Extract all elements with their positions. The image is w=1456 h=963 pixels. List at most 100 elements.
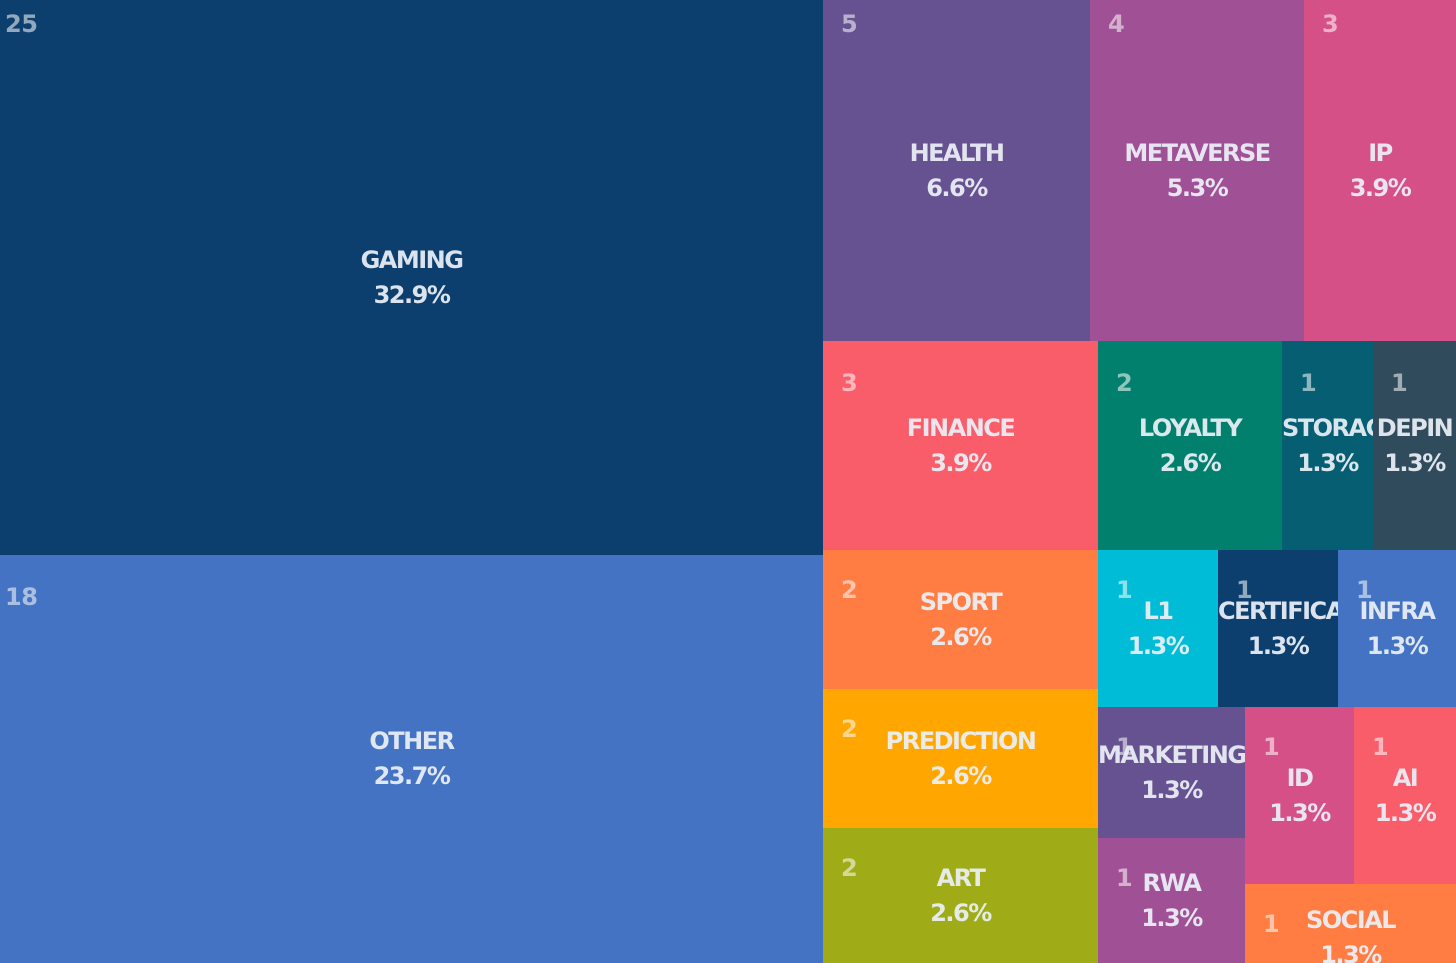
- tile-name: HEALTH: [909, 138, 1005, 167]
- tile-art: 2 ART 2.6%: [823, 828, 1098, 963]
- tile-name: LOYALTY: [1138, 413, 1243, 442]
- tile-name: ID: [1286, 763, 1314, 792]
- tile-name: STORAGE: [1282, 413, 1373, 442]
- tile-percent: 3.9%: [930, 448, 992, 477]
- tile-label: CERTIFICATION 1.3%: [1218, 594, 1338, 664]
- tile-name: ART: [936, 863, 986, 892]
- tile-percent: 2.6%: [930, 898, 992, 927]
- tile-marketing: 1 MARKETING 1.3%: [1098, 707, 1245, 838]
- tile-percent: 1.3%: [1269, 798, 1331, 827]
- tile-count: 2: [1116, 369, 1133, 397]
- tile-percent: 23.7%: [373, 762, 451, 790]
- tile-count: 3: [1322, 10, 1339, 38]
- tile-count: 2: [841, 576, 858, 604]
- tile-percent: 3.9%: [1349, 173, 1412, 202]
- tile-label: LOYALTY 2.6%: [1098, 411, 1282, 481]
- tile-prediction: 2 PREDICTION 2.6%: [823, 689, 1098, 828]
- tile-percent: 2.6%: [1159, 448, 1222, 477]
- tile-label: SOCIAL 1.3%: [1245, 903, 1456, 963]
- tile-label: MARKETING 1.3%: [1098, 738, 1245, 808]
- tile-label: RWA 1.3%: [1098, 866, 1245, 936]
- tile-ip: 3 IP 3.9%: [1304, 0, 1456, 341]
- tile-name: RWA: [1142, 868, 1202, 897]
- tile-percent: 2.6%: [930, 622, 992, 651]
- tile-metaverse: 4 METAVERSE 5.3%: [1090, 0, 1304, 341]
- tile-depin: 1 DEPIN 1.3%: [1373, 341, 1456, 550]
- tile-count: 25: [5, 10, 38, 38]
- tile-label: FINANCE 3.9%: [823, 411, 1098, 481]
- tile-count: 1: [1116, 864, 1133, 892]
- tile-count: 1: [1263, 733, 1280, 761]
- tile-name: SOCIAL: [1305, 905, 1397, 934]
- tile-percent: 1.3%: [1384, 448, 1446, 477]
- tile-name: GAMING: [360, 245, 464, 274]
- tile-label: STORAGE 1.3%: [1282, 411, 1373, 481]
- tile-social: 1 SOCIAL 1.3%: [1245, 884, 1456, 963]
- tile-count: 2: [841, 715, 858, 743]
- tile-label: L1 1.3%: [1098, 594, 1218, 664]
- tile-percent: 6.6%: [926, 173, 988, 202]
- tile-percent: 1.3%: [1141, 775, 1203, 804]
- tile-label: INFRA 1.3%: [1338, 594, 1456, 664]
- tile-percent: 1.3%: [1141, 903, 1203, 932]
- tile-name: IP: [1368, 138, 1393, 167]
- tile-gaming: 25 GAMING 32.9%: [0, 0, 823, 555]
- tile-label: GAMING 32.9%: [0, 243, 823, 313]
- tile-percent: 1.3%: [1320, 940, 1382, 963]
- tile-count: 1: [1263, 910, 1280, 938]
- tile-name: OTHER: [369, 727, 455, 755]
- tile-label: AI 1.3%: [1354, 761, 1456, 831]
- tile-count: 18: [5, 583, 38, 611]
- tile-count: 1: [1372, 733, 1389, 761]
- tile-name: FINANCE: [906, 413, 1016, 442]
- tile-count: 3: [841, 369, 858, 397]
- tile-percent: 32.9%: [373, 280, 451, 309]
- tile-label: ID 1.3%: [1245, 761, 1354, 831]
- tile-label: PREDICTION 2.6%: [823, 724, 1098, 794]
- tile-percent: 2.6%: [930, 761, 992, 790]
- tile-label: IP 3.9%: [1304, 136, 1456, 206]
- tile-name: METAVERSE: [1124, 138, 1271, 167]
- tile-label: DEPIN 1.3%: [1373, 411, 1456, 481]
- tile-rwa: 1 RWA 1.3%: [1098, 838, 1245, 963]
- tile-percent: 1.3%: [1127, 631, 1190, 660]
- tile-label: ART 2.6%: [823, 861, 1098, 931]
- tile-name: MARKETING: [1098, 740, 1245, 769]
- tile-count: 1: [1391, 369, 1408, 397]
- tile-l1: 1 L1 1.3%: [1098, 550, 1218, 707]
- tile-ai: 1 AI 1.3%: [1354, 707, 1456, 884]
- tile-percent: 1.3%: [1374, 798, 1437, 827]
- tile-name: L1: [1143, 596, 1175, 625]
- tile-percent: 5.3%: [1166, 173, 1229, 202]
- tile-finance: 3 FINANCE 3.9%: [823, 341, 1098, 550]
- tile-label: HEALTH 6.6%: [823, 136, 1090, 206]
- tile-storage: 1 STORAGE 1.3%: [1282, 341, 1373, 550]
- tile-name: AI: [1392, 763, 1419, 792]
- tile-loyalty: 2 LOYALTY 2.6%: [1098, 341, 1282, 550]
- tile-label: SPORT 2.6%: [823, 585, 1098, 655]
- tile-count: 1: [1236, 576, 1253, 604]
- tile-name: DEPIN: [1376, 413, 1454, 442]
- tile-percent: 1.3%: [1247, 631, 1310, 660]
- tile-name: SPORT: [919, 587, 1003, 616]
- tile-health: 5 HEALTH 6.6%: [823, 0, 1090, 341]
- tile-label: OTHER 23.7%: [0, 724, 823, 794]
- tile-infra: 1 INFRA 1.3%: [1338, 550, 1456, 707]
- tile-count: 4: [1108, 10, 1125, 38]
- tile-name: PREDICTION: [885, 726, 1037, 755]
- tile-percent: 1.3%: [1297, 448, 1359, 477]
- tile-count: 1: [1356, 576, 1373, 604]
- tile-percent: 1.3%: [1366, 631, 1429, 660]
- tile-name: INFRA: [1359, 596, 1436, 625]
- tile-count: 1: [1116, 733, 1133, 761]
- tile-count: 5: [841, 10, 858, 38]
- tile-other: 18 OTHER 23.7%: [0, 555, 823, 963]
- tile-label: METAVERSE 5.3%: [1090, 136, 1304, 206]
- tile-count: 1: [1300, 369, 1317, 397]
- tile-sport: 2 SPORT 2.6%: [823, 550, 1098, 689]
- tile-count: 2: [841, 854, 858, 882]
- tile-id: 1 ID 1.3%: [1245, 707, 1354, 884]
- tile-count: 1: [1116, 576, 1133, 604]
- tile-name: CERTIFICATION: [1218, 596, 1338, 625]
